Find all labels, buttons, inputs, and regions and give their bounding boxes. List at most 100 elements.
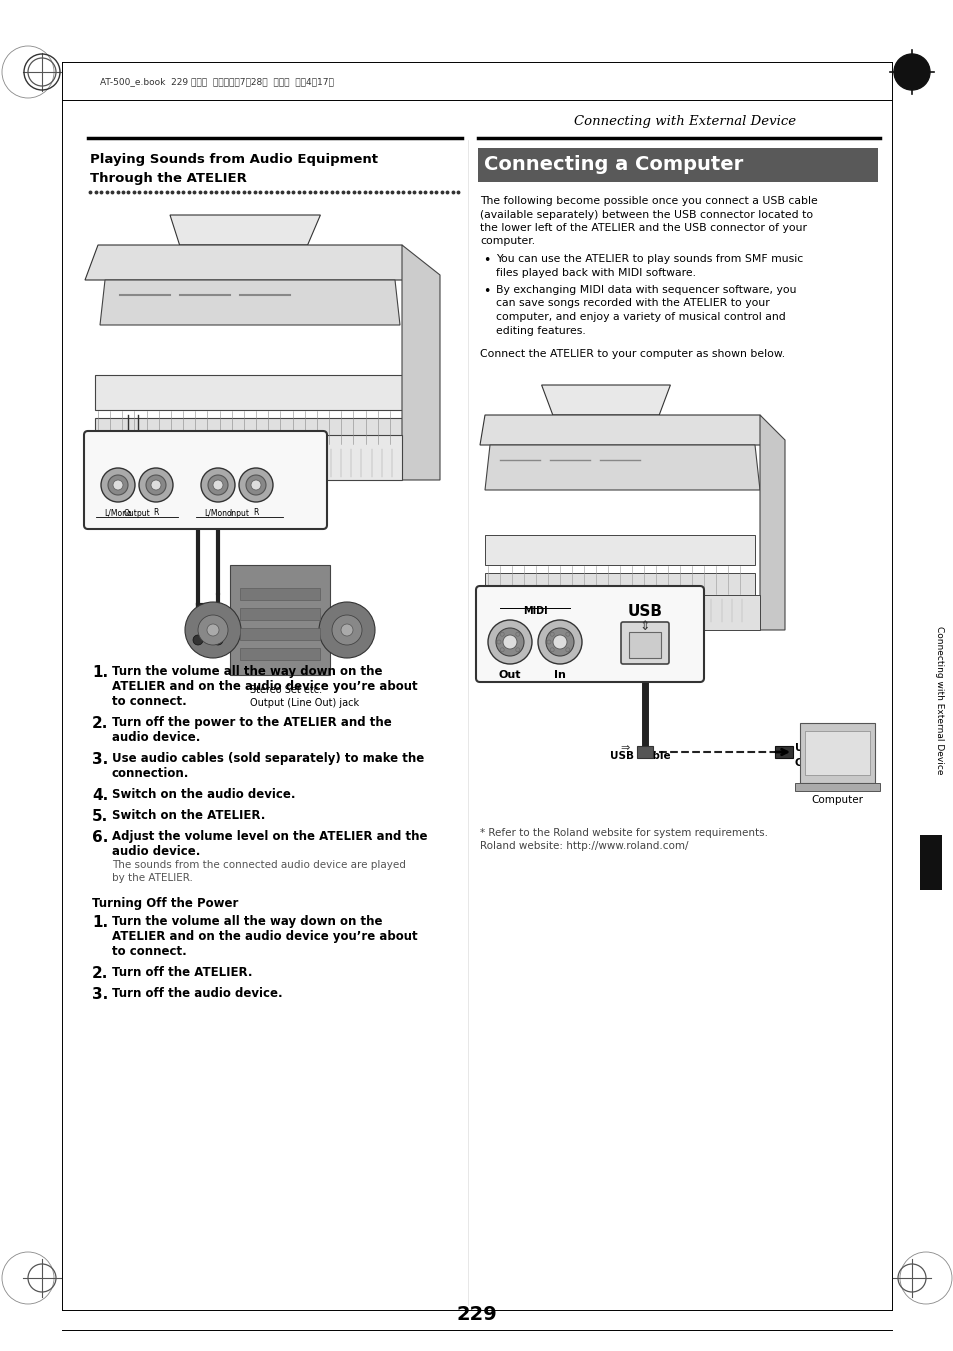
Text: audio device.: audio device. (112, 844, 200, 858)
Bar (95, 376, 405, 409)
Bar (95, 417, 405, 449)
Text: 1.: 1. (91, 915, 108, 929)
Text: Playing Sounds from Audio Equipment: Playing Sounds from Audio Equipment (90, 153, 377, 166)
Bar (230, 565, 330, 676)
Text: Switch on the ATELIER.: Switch on the ATELIER. (112, 809, 265, 821)
Circle shape (502, 635, 517, 648)
FancyBboxPatch shape (620, 621, 668, 663)
Circle shape (553, 635, 566, 648)
Text: to connect.: to connect. (112, 694, 187, 708)
Circle shape (550, 632, 554, 636)
Circle shape (139, 467, 172, 503)
Text: files played back with MIDI software.: files played back with MIDI software. (496, 267, 696, 277)
Circle shape (340, 624, 353, 636)
Bar (628, 632, 660, 658)
Text: to connect.: to connect. (112, 944, 187, 958)
Circle shape (318, 603, 375, 658)
Text: Output (Line Out) jack: Output (Line Out) jack (250, 698, 358, 708)
Text: 2.: 2. (91, 966, 109, 981)
Circle shape (198, 615, 228, 644)
Polygon shape (541, 385, 670, 415)
Circle shape (545, 628, 574, 657)
Text: Connect the ATELIER to your computer as shown below.: Connect the ATELIER to your computer as … (479, 349, 784, 359)
Text: Turn off the ATELIER.: Turn off the ATELIER. (112, 966, 253, 979)
Circle shape (516, 647, 519, 651)
Text: R: R (153, 508, 158, 517)
Text: •: • (482, 254, 490, 267)
Circle shape (251, 480, 261, 490)
Text: connection.: connection. (112, 767, 190, 780)
Circle shape (193, 635, 203, 644)
Circle shape (246, 476, 266, 494)
Text: Connecting with External Device: Connecting with External Device (935, 626, 943, 774)
Text: Turn off the power to the ATELIER and the: Turn off the power to the ATELIER and th… (112, 716, 392, 730)
Bar (240, 628, 319, 640)
Polygon shape (800, 723, 874, 784)
Text: Through the ATELIER: Through the ATELIER (90, 172, 247, 185)
Circle shape (239, 467, 273, 503)
Bar (484, 573, 754, 598)
Text: You can use the ATELIER to play sounds from SMF music: You can use the ATELIER to play sounds f… (496, 254, 802, 263)
Text: The sounds from the connected audio device are played: The sounds from the connected audio devi… (112, 861, 405, 870)
Bar (240, 588, 319, 600)
Bar (637, 746, 652, 758)
Circle shape (546, 640, 551, 644)
Circle shape (516, 632, 519, 636)
Text: Turn the volume all the way down on the: Turn the volume all the way down on the (112, 665, 382, 678)
Text: MIDI: MIDI (522, 607, 547, 616)
Text: Turn off the audio device.: Turn off the audio device. (112, 988, 282, 1000)
Text: USB: USB (794, 743, 818, 753)
Circle shape (185, 603, 241, 658)
Text: Out: Out (498, 670, 520, 680)
Text: can save songs recorded with the ATELIER to your: can save songs recorded with the ATELIER… (496, 299, 769, 308)
Circle shape (496, 628, 523, 657)
Bar (774, 746, 792, 758)
Circle shape (112, 480, 123, 490)
Text: Switch on the audio device.: Switch on the audio device. (112, 788, 295, 801)
Circle shape (497, 640, 500, 644)
Bar (919, 835, 941, 890)
Circle shape (499, 632, 504, 636)
Circle shape (893, 54, 929, 91)
Text: Turning Off the Power: Turning Off the Power (91, 897, 238, 911)
Text: •: • (482, 285, 490, 299)
Text: The following become possible once you connect a USB cable: The following become possible once you c… (479, 196, 817, 205)
Text: audio device.: audio device. (112, 731, 200, 744)
Circle shape (213, 480, 223, 490)
Polygon shape (100, 280, 399, 326)
Text: 3.: 3. (91, 988, 108, 1002)
Polygon shape (479, 415, 780, 444)
Text: 2.: 2. (91, 716, 109, 731)
Text: L/Mono: L/Mono (204, 508, 232, 517)
Text: ⇒: ⇒ (619, 743, 629, 753)
Text: Adjust the volume level on the ATELIER and the: Adjust the volume level on the ATELIER a… (112, 830, 427, 843)
Text: computer.: computer. (479, 236, 535, 246)
Text: Output: Output (124, 509, 151, 517)
Text: by the ATELIER.: by the ATELIER. (112, 873, 193, 884)
Text: 4.: 4. (91, 788, 108, 802)
Polygon shape (401, 245, 439, 480)
Bar (484, 594, 760, 630)
Text: R: R (253, 508, 258, 517)
Circle shape (332, 615, 361, 644)
Text: Connector: Connector (794, 758, 855, 767)
Polygon shape (760, 415, 784, 630)
Text: (available separately) between the USB connector located to: (available separately) between the USB c… (479, 209, 812, 219)
Circle shape (537, 620, 581, 663)
Text: Connecting a Computer: Connecting a Computer (483, 155, 742, 174)
Text: Connecting with External Device: Connecting with External Device (574, 115, 795, 128)
Circle shape (108, 476, 128, 494)
Circle shape (146, 476, 166, 494)
Text: L/Mono: L/Mono (104, 508, 132, 517)
Text: Input: Input (229, 509, 249, 517)
Circle shape (565, 632, 569, 636)
FancyBboxPatch shape (84, 431, 327, 530)
Polygon shape (85, 245, 424, 280)
Text: In: In (554, 670, 565, 680)
Text: 5.: 5. (91, 809, 108, 824)
FancyBboxPatch shape (476, 586, 703, 682)
Text: Roland website: http://www.roland.com/: Roland website: http://www.roland.com/ (479, 842, 688, 851)
Text: 3.: 3. (91, 753, 108, 767)
Circle shape (201, 467, 234, 503)
Text: Computer: Computer (810, 794, 862, 805)
